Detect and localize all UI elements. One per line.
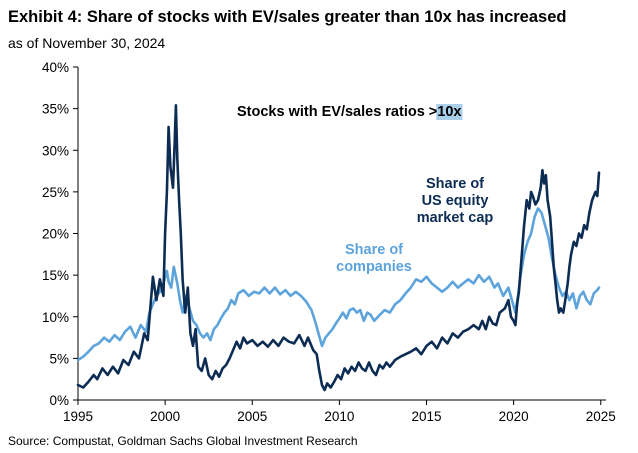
- x-tick-label: 2020: [499, 409, 529, 424]
- x-tick-label: 2005: [237, 409, 267, 424]
- y-tick-label: 10%: [42, 310, 69, 325]
- y-tick-label: 0%: [49, 393, 69, 408]
- chart-inner-title-prefix: Stocks with EV/sales ratios >: [237, 104, 437, 120]
- chart-subtitle: as of November 30, 2024: [8, 35, 166, 51]
- companies-share-line: [76, 207, 601, 362]
- y-tick-label: 30%: [42, 143, 69, 158]
- y-tick-label: 25%: [42, 185, 69, 200]
- companies-series-label: companies: [336, 259, 412, 275]
- title-highlight-box: [436, 104, 463, 120]
- y-tick-label: 15%: [42, 268, 69, 283]
- chart-title: Exhibit 4: Share of stocks with EV/sales…: [8, 8, 567, 26]
- companies-series-label: Share of: [345, 242, 403, 258]
- x-tick-label: 2025: [586, 409, 616, 424]
- market-cap-series-label: US equity: [422, 193, 489, 209]
- y-tick-label: 5%: [49, 351, 69, 366]
- y-tick-label: 40%: [42, 60, 69, 75]
- market-cap-series-label: Share of: [426, 176, 484, 192]
- y-tick-label: 20%: [42, 227, 69, 242]
- x-tick-label: 1995: [63, 409, 93, 424]
- market-cap-share-line: [76, 104, 601, 392]
- x-tick-label: 2000: [150, 409, 180, 424]
- chart-inner-title-highlight: 10x: [437, 104, 461, 120]
- source-note: Source: Compustat, Goldman Sachs Global …: [8, 434, 358, 448]
- x-tick-label: 2010: [324, 409, 354, 424]
- chart-inner-title: Stocks with EV/sales ratios >10x: [237, 104, 461, 120]
- x-tick-label: 2015: [411, 409, 441, 424]
- market-cap-series-label: market cap: [417, 210, 494, 226]
- y-tick-label: 35%: [42, 102, 69, 117]
